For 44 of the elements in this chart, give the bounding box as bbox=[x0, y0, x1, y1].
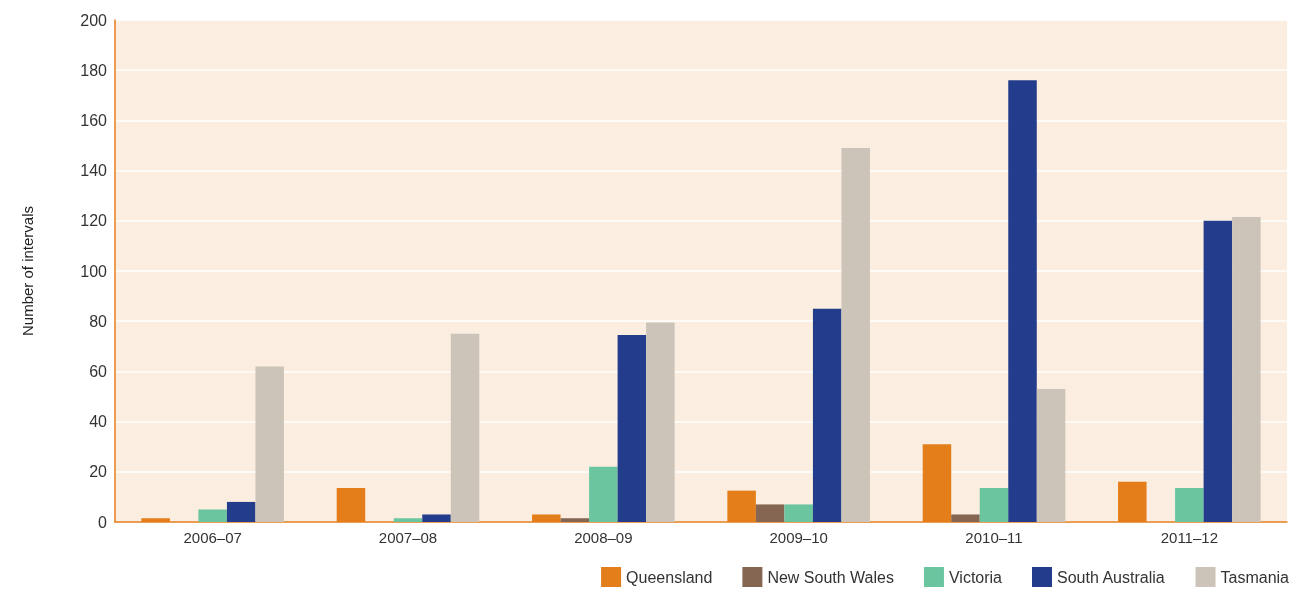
y-tick-label: 40 bbox=[89, 413, 108, 431]
bar bbox=[450, 333, 480, 522]
bar bbox=[617, 335, 647, 522]
x-tick-label: 2007–08 bbox=[378, 529, 438, 546]
y-tick-label: 20 bbox=[89, 463, 108, 481]
y-tick-label: 140 bbox=[80, 162, 108, 180]
y-tick-label: 0 bbox=[98, 513, 108, 531]
bar bbox=[784, 504, 813, 522]
bar bbox=[1036, 388, 1066, 522]
bar bbox=[1232, 217, 1261, 522]
bar bbox=[255, 366, 284, 522]
bar bbox=[589, 466, 618, 522]
bar bbox=[226, 501, 256, 522]
x-tick-label: 2008–09 bbox=[574, 529, 633, 546]
x-tick-label: 2009–10 bbox=[769, 529, 828, 546]
legend-label: Victoria bbox=[948, 568, 1003, 586]
x-tick-label: 2011–12 bbox=[1160, 529, 1218, 546]
bar bbox=[755, 504, 785, 522]
legend-label: Queensland bbox=[626, 568, 713, 586]
x-tick-label: 2010–11 bbox=[965, 529, 1023, 546]
bar bbox=[1008, 80, 1037, 522]
y-tick-label: 100 bbox=[80, 262, 108, 280]
bar bbox=[812, 308, 842, 522]
bar bbox=[646, 322, 675, 522]
bar bbox=[1175, 488, 1204, 522]
legend-label: New South Wales bbox=[767, 568, 894, 586]
y-tick-label: 180 bbox=[80, 61, 108, 79]
bar bbox=[1203, 220, 1233, 522]
y-axis-title: Number of intervals bbox=[19, 205, 36, 337]
bar bbox=[560, 518, 590, 522]
legend-label: South Australia bbox=[1057, 568, 1165, 586]
bar bbox=[393, 518, 423, 522]
y-tick-label: 80 bbox=[89, 312, 108, 330]
bar bbox=[198, 509, 227, 522]
y-tick-label: 60 bbox=[89, 362, 108, 380]
y-tick-label: 160 bbox=[80, 111, 108, 129]
y-tick-label: 200 bbox=[80, 11, 108, 29]
y-tick-label: 120 bbox=[80, 212, 108, 230]
bar bbox=[951, 514, 980, 522]
bar bbox=[979, 488, 1009, 522]
bar bbox=[841, 148, 870, 522]
bar bbox=[422, 514, 451, 522]
x-tick-label: 2006–07 bbox=[183, 529, 242, 546]
legend-label: Tasmania bbox=[1220, 568, 1290, 586]
